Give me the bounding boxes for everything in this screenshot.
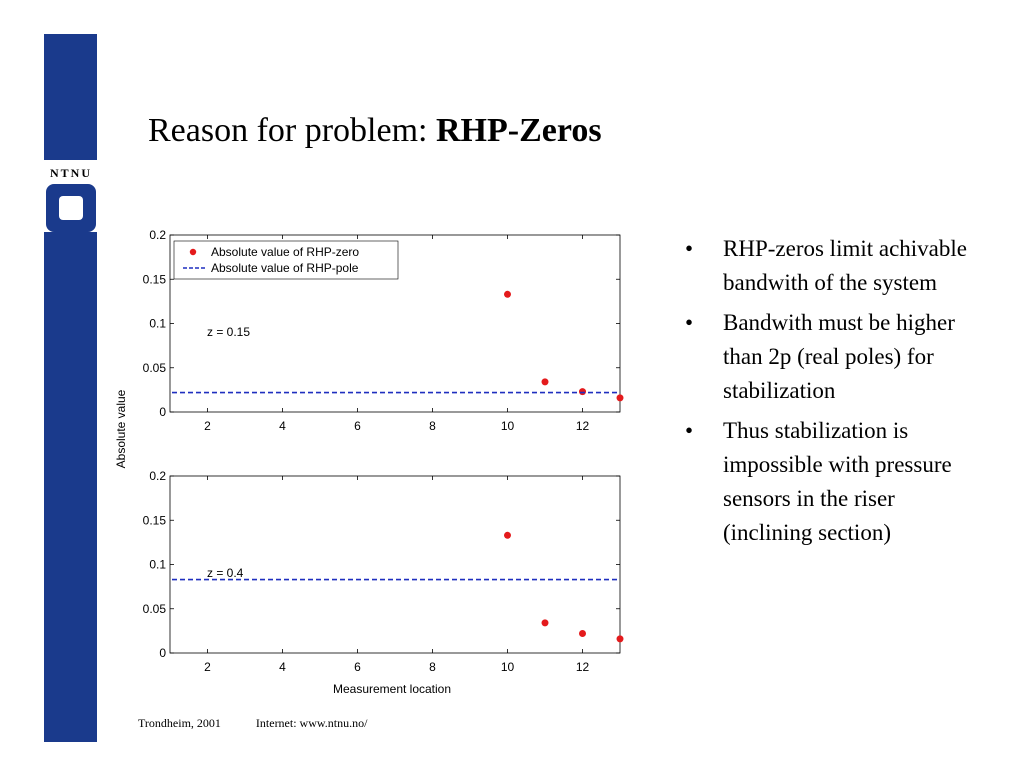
legend-entry: Absolute value of RHP-zero [211, 245, 359, 259]
y-tick-label: 0.1 [149, 558, 166, 572]
plot-frame [169, 475, 621, 654]
logo-text: NTNU [49, 166, 92, 180]
sidebar-bar-bottom [44, 232, 97, 742]
y-axis-label: Absolute value [114, 389, 128, 468]
x-tick-label: 6 [354, 660, 361, 674]
y-tick-label: 0.05 [143, 361, 167, 375]
x-tick-label: 6 [354, 419, 361, 433]
legend-zero-marker [189, 248, 197, 256]
sidebar-bar-top [44, 34, 97, 160]
legend: Absolute value of RHP-zero Absolute value… [173, 240, 399, 280]
ntnu-logo-icon [46, 184, 96, 232]
chart-panel-top: 2 4 6 8 10 12 0 0.05 0.1 0.15 0.2 z = 0.15 Absolute … [143, 228, 624, 433]
x-tick-label: 2 [204, 660, 211, 674]
y-tick-label: 0.1 [149, 317, 166, 331]
rhp-zero-point [579, 630, 586, 638]
legend-box [173, 240, 399, 280]
y-tick-label: 0 [159, 646, 166, 660]
footer: Trondheim, 2001 Internet: www.ntnu.no/ [138, 716, 399, 731]
bullet-dot: • [685, 310, 694, 335]
rhp-zero-point [504, 290, 511, 298]
bullet-dot: • [685, 418, 694, 443]
title-plain: Reason for problem: [148, 112, 436, 149]
x-tick-label: 2 [204, 419, 211, 433]
bullet-dot: • [685, 236, 694, 261]
bullet-item: • Bandwith must be higher than 2p (real p… [685, 306, 985, 408]
rhp-zero-point [541, 619, 549, 627]
footer-left: Trondheim, 2001 [138, 716, 221, 730]
x-axis-label: Measurement location [333, 682, 451, 696]
bullet-list: • RHP-zeros limit achivable bandwith of t… [685, 232, 985, 556]
legend-entry: Absolute value of RHP-pole [211, 261, 359, 275]
title-bold: RHP-Zeros [436, 112, 602, 149]
x-tick-label: 10 [501, 419, 515, 433]
y-tick-label: 0 [159, 405, 166, 419]
x-tick-label: 12 [576, 660, 590, 674]
slide-title: Reason for problem: RHP-Zeros [148, 112, 602, 150]
rhp-zero-point [504, 531, 511, 539]
rhp-zero-point [616, 394, 624, 402]
bullet-text: Bandwith must be higher than 2p (real po… [723, 310, 955, 403]
x-tick-label: 4 [279, 419, 286, 433]
rhp-zero-point [579, 388, 586, 396]
y-tick-label: 0.2 [149, 469, 166, 483]
footer-right: Internet: www.ntnu.no/ [255, 716, 368, 730]
x-tick-label: 8 [429, 660, 436, 674]
rhp-zero-point [616, 635, 624, 643]
z-annotation: z = 0.4 [207, 566, 244, 580]
y-tick-label: 0.15 [143, 513, 167, 527]
z-annotation: z = 0.15 [207, 325, 250, 339]
bullet-item: • Thus stabilization is impossible with p… [685, 414, 985, 550]
chart-panel-bottom: 2 4 6 8 10 12 0 0.05 0.1 0.15 0.2 z = 0.4 [143, 469, 624, 674]
y-tick-label: 0.05 [143, 602, 167, 616]
bullet-item: • RHP-zeros limit achivable bandwith of t… [685, 232, 985, 300]
bullet-text: RHP-zeros limit achivable bandwith of th… [723, 236, 967, 295]
x-tick-label: 4 [279, 660, 286, 674]
rhp-zero-point [541, 378, 549, 386]
x-tick-label: 8 [429, 419, 436, 433]
y-tick-label: 0.2 [149, 228, 166, 242]
x-tick-label: 12 [576, 419, 590, 433]
chart: 2 4 6 8 10 12 0 0.05 0.1 0.15 0.2 z = 0.15 Absolute … [114, 228, 624, 696]
x-tick-label: 10 [501, 660, 515, 674]
y-tick-label: 0.15 [143, 272, 167, 286]
bullet-text: Thus stabilization is impossible with pr… [723, 418, 952, 545]
